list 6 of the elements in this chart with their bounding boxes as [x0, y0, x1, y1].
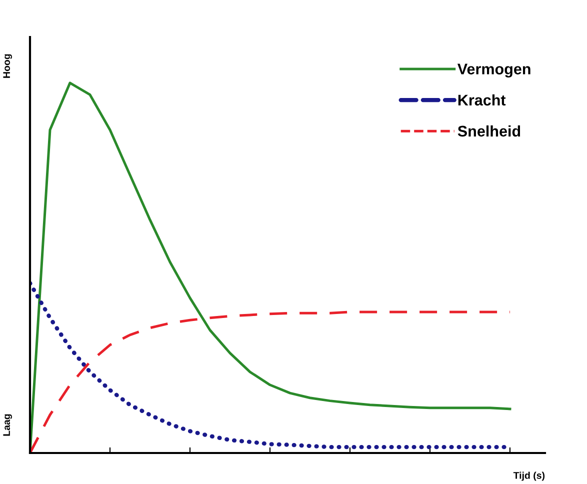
legend-label: Kracht: [458, 94, 506, 106]
legend-label: Vermogen: [457, 64, 530, 78]
text: Laag: [3, 414, 12, 436]
legend-label: Snelheid: [458, 125, 520, 137]
x-axis-title: Tijd (s): [513, 472, 545, 481]
text: Hoog: [3, 54, 12, 78]
